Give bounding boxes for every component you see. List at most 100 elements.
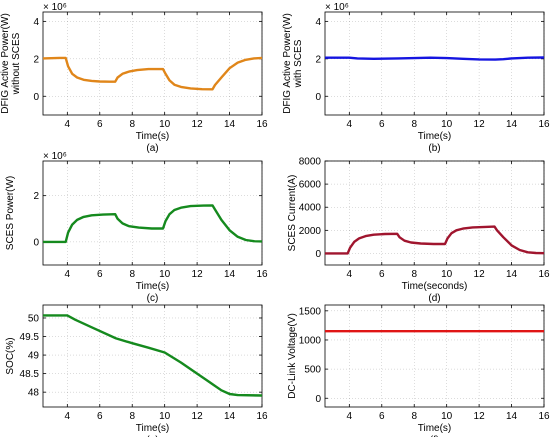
x-tick-label: 10 xyxy=(159,119,171,130)
x-tick-label: 6 xyxy=(379,411,385,422)
y-axis-label: DC-Link Voltage(V) xyxy=(287,313,298,399)
x-tick-label: 10 xyxy=(441,411,453,422)
x-tick-label: 6 xyxy=(97,269,103,280)
chart-a-plot-area xyxy=(42,11,263,116)
chart-f-plot-area xyxy=(324,304,545,408)
x-tick-label: 10 xyxy=(441,119,453,130)
y-tick-label: 0 xyxy=(33,92,39,103)
y-axis-label: DFIG Active Power(W) xyxy=(0,13,11,114)
x-tick-label: 16 xyxy=(538,411,550,422)
x-tick-label: 4 xyxy=(347,119,353,130)
x-tick-label: 8 xyxy=(129,269,135,280)
y-tick-label: 6000 xyxy=(299,180,322,191)
x-tick-label: 14 xyxy=(506,269,518,280)
x-tick-label: 16 xyxy=(256,119,268,130)
x-tick-label: 14 xyxy=(224,269,236,280)
x-axis-label: Time(s) xyxy=(418,131,452,142)
y-tick-label: 49 xyxy=(28,351,40,362)
x-tick-label: 6 xyxy=(97,119,103,130)
y-tick-label: 1500 xyxy=(299,306,322,317)
y-tick-label: 0 xyxy=(33,237,39,248)
x-tick-label: 14 xyxy=(224,119,236,130)
x-tick-label: 14 xyxy=(224,411,236,422)
y-axis-label: SOC(%) xyxy=(5,337,16,374)
y-axis-label: without SCES xyxy=(11,32,22,95)
y-axis-label: SCES Power(W) xyxy=(5,176,16,250)
chart-a-series-line xyxy=(42,56,263,91)
subfigure-caption: (b) xyxy=(428,143,440,154)
subfigure-caption: (d) xyxy=(428,293,440,304)
x-tick-label: 16 xyxy=(538,119,550,130)
x-tick-label: 4 xyxy=(347,411,353,422)
x-tick-label: 4 xyxy=(65,269,71,280)
y-tick-label: 0 xyxy=(315,394,321,405)
x-tick-label: 6 xyxy=(97,411,103,422)
x-tick-label: 8 xyxy=(129,119,135,130)
axis-multiplier: × 10⁶ xyxy=(325,2,349,13)
x-tick-label: 14 xyxy=(506,119,518,130)
x-tick-label: 4 xyxy=(65,119,71,130)
x-tick-label: 4 xyxy=(347,269,353,280)
x-axis-label: Time(s) xyxy=(136,131,170,142)
x-tick-label: 16 xyxy=(538,269,550,280)
x-tick-label: 16 xyxy=(256,411,268,422)
x-tick-label: 12 xyxy=(474,411,486,422)
y-tick-label: 4 xyxy=(315,17,321,28)
x-tick-label: 12 xyxy=(192,411,204,422)
x-axis-label: Time(s) xyxy=(136,423,170,434)
y-tick-label: 50 xyxy=(28,313,40,324)
y-tick-label: 2 xyxy=(33,191,39,202)
y-tick-label: 2000 xyxy=(299,226,322,237)
y-tick-label: 0 xyxy=(315,249,321,260)
y-axis-label: DFIG Active Power(W) xyxy=(282,13,293,114)
x-tick-label: 8 xyxy=(411,269,417,280)
chart-d-plot-area xyxy=(324,160,545,266)
x-tick-label: 12 xyxy=(192,269,204,280)
x-tick-label: 12 xyxy=(474,269,486,280)
chart-c-plot-area xyxy=(42,160,263,266)
y-tick-label: 2 xyxy=(315,54,321,65)
chart-c-series-line xyxy=(43,204,263,244)
chart-e-plot-area xyxy=(42,304,263,408)
x-tick-label: 6 xyxy=(379,119,385,130)
subfigure-caption: (e) xyxy=(146,435,158,437)
y-axis-label: with SCES xyxy=(293,39,304,88)
x-tick-label: 10 xyxy=(159,269,171,280)
chart-c: 4 6 8 10 12 14 16 0 2 × 10⁶ Time(s)(c) SCES Power(W… xyxy=(5,151,268,304)
y-tick-label: 4000 xyxy=(299,203,322,214)
y-tick-label: 2 xyxy=(33,54,39,65)
chart-b-series-line xyxy=(325,56,545,61)
y-tick-label: 0 xyxy=(315,92,321,103)
chart-e: 4 6 8 10 12 14 16 48 48.5 49 49.5 50 Time(s)(e) SOC(%… xyxy=(5,304,268,437)
x-axis-label: Time(s) xyxy=(136,281,170,292)
chart-d-series-line xyxy=(325,225,545,255)
chart-d: 4 6 8 10 12 14 16 0 2000 4000 6000 8000 Time(seconds… xyxy=(287,157,550,305)
x-axis-label: Time(s) xyxy=(418,423,452,434)
x-tick-label: 4 xyxy=(65,411,71,422)
x-tick-label: 8 xyxy=(411,411,417,422)
subfigure-caption: (a) xyxy=(146,143,158,154)
chart-f: 4 6 8 10 12 14 16 0 500 1000 1500 Time(s)(f) DC-Link… xyxy=(287,304,550,437)
y-tick-label: 49.5 xyxy=(20,332,40,343)
x-tick-label: 6 xyxy=(379,269,385,280)
y-tick-label: 4 xyxy=(33,17,39,28)
subfigure-caption: (f) xyxy=(430,435,439,437)
x-axis-label: Time(seconds) xyxy=(402,281,468,292)
x-tick-label: 14 xyxy=(506,411,518,422)
axis-multiplier: × 10⁶ xyxy=(43,2,67,13)
x-tick-label: 16 xyxy=(256,269,268,280)
chart-e-series-line xyxy=(43,314,263,397)
x-tick-label: 12 xyxy=(474,119,486,130)
y-tick-label: 48.5 xyxy=(20,369,40,380)
x-tick-label: 10 xyxy=(159,411,171,422)
chart-b-plot-area xyxy=(324,11,545,116)
x-tick-label: 8 xyxy=(129,411,135,422)
x-tick-label: 8 xyxy=(411,119,417,130)
y-tick-label: 1000 xyxy=(299,335,322,346)
y-tick-label: 8000 xyxy=(299,157,322,168)
chart-b: 4 6 8 10 12 14 16 0 2 4 × 10⁶ Time(s)(b) DFIG Active… xyxy=(282,2,550,154)
chart-a: 4 6 8 10 12 14 16 0 2 4 × 10⁶ Time(s)(a) DFIG Active… xyxy=(0,2,268,154)
y-axis-label: SCES Current(A) xyxy=(287,175,298,252)
axis-multiplier: × 10⁶ xyxy=(43,151,67,162)
